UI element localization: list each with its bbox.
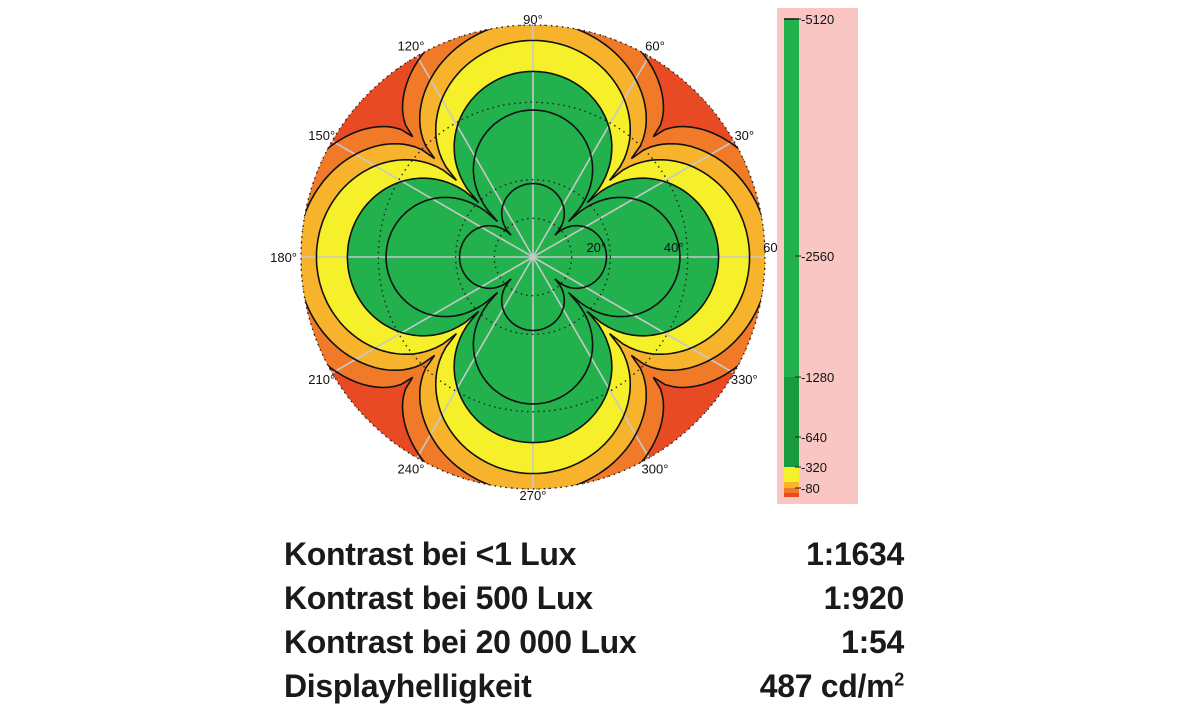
- stat-label: Kontrast bei <1 Lux: [284, 535, 577, 572]
- angle-label: 330°: [731, 372, 758, 387]
- radial-ring: [493, 217, 573, 297]
- viewing-angle-contrast-chart: 90° 60° 120° 30° 150° 180° 330° 210° 240° 300° 270…: [270, 8, 858, 504]
- stat-label: Kontrast bei 500 Lux: [284, 579, 593, 616]
- unit-superscript: 2: [894, 668, 904, 689]
- contour-line: [346, 70, 720, 444]
- colorbar-tick-label: -1280: [801, 370, 834, 385]
- angle-label: 90°: [523, 12, 543, 27]
- colorbar-tick-label: -5120: [801, 12, 834, 27]
- colorbar-band: [784, 488, 799, 493]
- colorbar-tick-label: -640: [801, 430, 827, 445]
- stat-value: 1:920: [823, 579, 905, 616]
- colorbar-tick-label: -320: [801, 460, 827, 475]
- stat-label: Kontrast bei 20 000 Lux: [284, 623, 637, 660]
- contour-line: [315, 39, 751, 475]
- angle-label: 30°: [734, 128, 754, 143]
- contour-line: [301, 25, 765, 489]
- colorbar-band: [784, 19, 799, 437]
- polar-plot: 90° 60° 120° 30° 150° 180° 330° 210° 240° 300° 270…: [270, 12, 783, 503]
- angle-label: 270°: [520, 488, 547, 503]
- radial-ring: [454, 178, 612, 336]
- stat-row-contrast-500: Kontrast bei 500 Lux 1:920: [284, 576, 904, 620]
- colorbar-band: [784, 377, 799, 437]
- stat-row-brightness: Displayhelligkeit 487 cd/m2: [284, 664, 904, 708]
- colorbar-tick-label: -80: [801, 481, 820, 496]
- contour-line: [301, 25, 765, 489]
- radial-label: 20°: [586, 240, 606, 255]
- stat-value: 487 cd/m: [759, 667, 895, 704]
- stat-row-contrast-dark: Kontrast bei <1 Lux 1:1634: [284, 532, 904, 576]
- angle-label: 120°: [398, 39, 425, 54]
- angle-label: 240°: [398, 461, 425, 476]
- angle-label: 180°: [270, 250, 297, 265]
- stat-label: Displayhelligkeit: [284, 667, 532, 704]
- radial-ring: [377, 101, 689, 413]
- contour-lines: [301, 25, 765, 489]
- colorbar: -5120 -2560 -1280 -640 -320 -80: [777, 8, 858, 504]
- colorbar-band: [784, 437, 799, 467]
- colorbar-tick-label: -2560: [801, 249, 834, 264]
- stats-table: Kontrast bei <1 Lux 1:1634 Kontrast bei …: [284, 532, 904, 708]
- polar-outline: [300, 24, 766, 490]
- radial-label: 40°: [664, 240, 684, 255]
- colorbar-band: [784, 467, 799, 482]
- contour-line: [458, 182, 608, 332]
- angle-label: 300°: [642, 461, 669, 476]
- stat-row-contrast-20000: Kontrast bei 20 000 Lux 1:54: [284, 620, 904, 664]
- stat-value: 1:54: [841, 623, 904, 660]
- colorbar-band: [784, 482, 799, 488]
- angle-label: 150°: [308, 128, 335, 143]
- angle-label: 60°: [645, 39, 665, 54]
- stat-value-brightness: 487 cd/m2: [759, 667, 905, 705]
- stat-value: 1:1634: [806, 535, 904, 572]
- colorbar-band: [784, 493, 799, 497]
- angle-labels: 90° 60° 120° 30° 150° 180° 330° 210° 240° 300° 270…: [270, 12, 783, 503]
- contour-line: [385, 109, 681, 405]
- angle-label: 210°: [308, 372, 335, 387]
